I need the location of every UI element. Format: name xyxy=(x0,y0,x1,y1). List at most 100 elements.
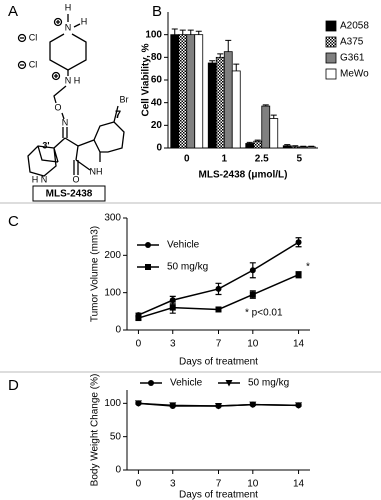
bar xyxy=(261,105,271,149)
structure: A H N H Cl Cl N H O N 3' N H Br 7 NH O M… xyxy=(8,2,129,202)
y-axis-title: Cell Viability, % xyxy=(141,43,152,116)
atom: Br xyxy=(120,94,129,104)
marker xyxy=(169,304,176,311)
marker xyxy=(215,306,222,313)
atom: H xyxy=(81,16,88,26)
panel-label: D xyxy=(8,377,19,394)
y-tick-label: 40 xyxy=(151,97,163,108)
atom: Cl xyxy=(29,32,38,42)
atom: H xyxy=(32,174,39,184)
error-bar xyxy=(233,63,240,71)
error-bar xyxy=(187,29,194,35)
marker xyxy=(295,239,302,246)
panel-label: A xyxy=(8,3,18,20)
bar xyxy=(194,34,204,149)
bar xyxy=(223,51,233,149)
error-bar xyxy=(262,104,269,107)
bar xyxy=(253,140,263,149)
legend-swatch xyxy=(325,20,337,32)
compound-name: MLS-2438 xyxy=(46,189,93,200)
atom: O xyxy=(54,102,61,112)
atom: Cl xyxy=(29,59,38,69)
y-tick-label: 0 xyxy=(115,465,121,476)
y-tick-label: 20 xyxy=(151,120,163,131)
legend-label: A375 xyxy=(340,37,364,48)
atom: 7 xyxy=(115,109,121,121)
atom: 3' xyxy=(42,140,49,150)
y-tick-label: 300 xyxy=(104,213,121,224)
error-bar xyxy=(209,60,216,63)
atom: N xyxy=(41,174,48,184)
error-bar xyxy=(254,139,261,142)
annotation: * p<0.01 xyxy=(245,308,283,319)
marker xyxy=(249,291,256,298)
x-tick-label: 10 xyxy=(247,479,259,490)
marker xyxy=(145,242,151,248)
error-bar xyxy=(217,53,224,58)
error-bar xyxy=(292,145,299,147)
y-tick-label: 0 xyxy=(115,325,121,336)
panel-label: C xyxy=(8,213,19,230)
x-tick-label: 7 xyxy=(216,479,222,490)
marker xyxy=(249,401,257,409)
marker xyxy=(295,271,302,278)
x-tick-label: 14 xyxy=(293,339,305,350)
atom: H xyxy=(65,2,72,12)
x-tick-label: 10 xyxy=(247,339,259,350)
bar xyxy=(290,146,300,149)
error-bar xyxy=(308,145,315,147)
line xyxy=(138,241,299,316)
x-tick-label: 1 xyxy=(221,154,227,165)
error-bar xyxy=(171,28,178,35)
y-tick-label: 60 xyxy=(151,75,163,86)
error-bar xyxy=(246,141,253,144)
y-tick-label: 200 xyxy=(104,250,121,261)
error-bar xyxy=(195,30,202,35)
atom: H xyxy=(74,75,81,85)
legend-swatch xyxy=(325,68,337,80)
x-tick-label: 0 xyxy=(184,154,190,165)
legend-label: 50 mg/kg xyxy=(167,262,208,273)
legend-label: A2058 xyxy=(340,21,369,32)
x-tick-label: 0 xyxy=(136,479,142,490)
y-tick-label: 50 xyxy=(110,431,122,442)
y-axis-title: Body Weight Change (%) xyxy=(90,374,101,487)
bar xyxy=(231,70,241,149)
error-bar xyxy=(179,29,186,35)
bar xyxy=(282,145,292,149)
marker xyxy=(249,267,256,274)
x-axis-title: MLS-2438 (μmol/L) xyxy=(199,170,288,181)
bar xyxy=(269,118,279,149)
legend-label: MeWo xyxy=(340,69,369,80)
bar xyxy=(245,143,255,149)
marker xyxy=(295,402,303,409)
marker xyxy=(134,400,142,407)
y-tick-label: 100 xyxy=(104,398,121,409)
x-tick-label: 0 xyxy=(136,339,142,350)
legend-label: 50 mg/kg xyxy=(248,378,289,389)
compound-box xyxy=(32,185,106,202)
y-tick-label: 100 xyxy=(145,29,162,40)
annotation: * xyxy=(306,261,310,272)
atom: N xyxy=(65,75,72,85)
panel-label: B xyxy=(152,3,162,20)
legend-label: G361 xyxy=(340,53,365,64)
marker xyxy=(215,285,222,292)
x-tick-label: 3 xyxy=(170,479,176,490)
error-bar xyxy=(270,114,277,119)
bar xyxy=(170,34,180,149)
bar xyxy=(178,34,188,149)
legend-label: Vehicle xyxy=(170,378,203,389)
x-tick-label: 7 xyxy=(216,339,222,350)
error-bar xyxy=(284,144,291,146)
x-tick-label: 14 xyxy=(293,479,305,490)
legend-swatch xyxy=(325,52,337,64)
y-tick-label: 0 xyxy=(156,143,162,154)
marker xyxy=(135,315,142,322)
x-tick-label: 3 xyxy=(170,339,176,350)
marker xyxy=(148,380,154,386)
atom: N xyxy=(62,117,69,127)
bar xyxy=(306,146,316,149)
error-bar xyxy=(225,39,232,52)
legend-swatch xyxy=(325,36,337,48)
